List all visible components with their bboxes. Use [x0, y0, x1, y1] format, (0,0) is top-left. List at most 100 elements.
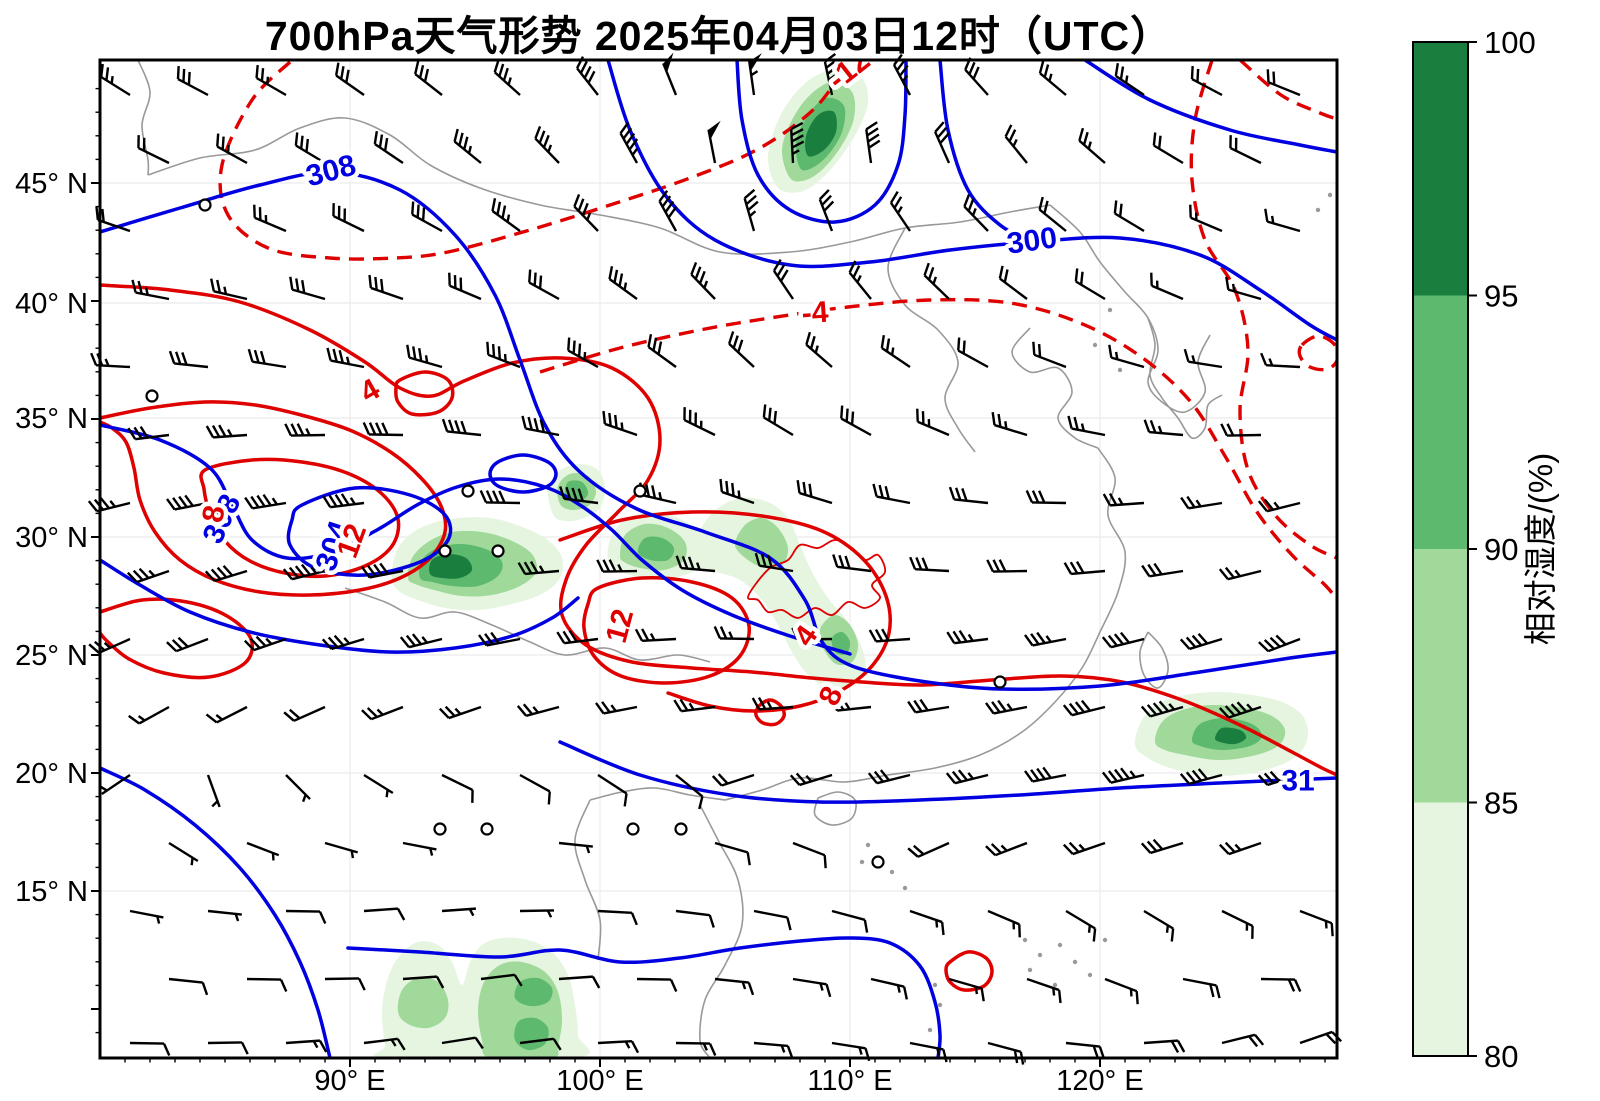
- wind-barb: [1101, 631, 1145, 649]
- coastline: [574, 799, 602, 961]
- wind-barb: [205, 424, 248, 439]
- humidity-patch: [514, 977, 553, 1007]
- temp-contour: [754, 698, 786, 727]
- wind-barb: [595, 701, 638, 715]
- colorbar-tick-label: 85: [1484, 786, 1518, 821]
- wind-barb: [907, 841, 950, 858]
- calm-station: [433, 822, 447, 836]
- wind-barb: [90, 352, 131, 369]
- wind-barb: [608, 266, 638, 300]
- wind-barb: [909, 909, 945, 936]
- colorbar-axis-label: 相对湿度/(%): [1522, 453, 1559, 646]
- wind-barb: [1026, 977, 1062, 1004]
- wind-barb: [363, 907, 406, 921]
- temp-contour-dashed: [1189, 60, 1337, 560]
- wind-barb: [247, 348, 287, 369]
- lat-tick-label: 30° N: [15, 522, 88, 554]
- region-boundary: [747, 539, 887, 619]
- wind-barb: [957, 337, 989, 369]
- wind-barb: [1257, 498, 1301, 513]
- wind-barb: [753, 909, 792, 931]
- wind-barb: [658, 190, 678, 232]
- wind-barb: [1190, 65, 1223, 97]
- wind-barb: [324, 841, 359, 859]
- calm-station: [633, 484, 647, 498]
- wind-barb: [1257, 770, 1301, 787]
- lat-tick-label: 25° N: [15, 640, 88, 672]
- wind-barb: [1189, 204, 1223, 233]
- wind-barb: [647, 334, 677, 368]
- temp-contour: [199, 457, 401, 579]
- wind-barb: [1143, 909, 1175, 942]
- wind-barb: [478, 631, 521, 647]
- wind-barb: [534, 125, 560, 164]
- wind-barb: [948, 977, 985, 1002]
- height-contour: [558, 740, 1337, 804]
- wind-barb: [1113, 200, 1145, 233]
- temp-contour: [100, 400, 448, 597]
- wind-barb: [868, 628, 911, 643]
- wind-barb: [1067, 415, 1106, 437]
- wind-barb: [880, 334, 911, 368]
- wind-barb: [690, 261, 716, 300]
- wind-barb: [1032, 341, 1067, 369]
- wind-barb: [790, 121, 805, 164]
- wind-barb: [486, 341, 521, 369]
- chart-title: 700hPa天气形势 2025年04月03日12时（UTC）: [264, 13, 1173, 59]
- wind-barb: [368, 274, 404, 301]
- wind-barb: [131, 279, 170, 301]
- wind-barb: [634, 628, 677, 642]
- island-dot: [1107, 307, 1113, 313]
- wind-barb: [516, 703, 560, 717]
- wind-barb: [166, 494, 209, 511]
- wind-barb: [363, 773, 394, 798]
- wind-barb: [1179, 633, 1223, 651]
- wind-barb: [772, 259, 794, 300]
- wind-barb: [991, 412, 1028, 437]
- contour-label: 300: [1005, 221, 1059, 261]
- colorbar-tick-label: 80: [1484, 1039, 1518, 1074]
- wind-barb: [493, 59, 521, 96]
- wind-barb: [1218, 566, 1262, 581]
- wind-barb: [126, 567, 170, 584]
- coastline: [813, 791, 857, 826]
- wind-barb: [168, 841, 199, 866]
- wind-barb: [205, 705, 248, 724]
- wind-barb: [521, 415, 560, 437]
- wind-barb: [285, 1039, 328, 1053]
- coastline: [724, 447, 1127, 801]
- coastline: [147, 117, 1051, 256]
- wind-barb: [675, 555, 716, 573]
- wind-barb: [519, 909, 555, 918]
- wind-barb: [137, 135, 170, 165]
- wind-barb: [602, 410, 638, 437]
- wind-barb: [1065, 1041, 1106, 1060]
- wind-barb: [322, 493, 365, 509]
- wind-barb: [1183, 348, 1223, 369]
- wind-barb: [282, 563, 326, 581]
- wind-barb: [987, 1041, 1025, 1065]
- wind-barb: [414, 61, 443, 96]
- wind-barb: [762, 404, 794, 437]
- wind-barb: [636, 977, 678, 992]
- island-dot: [932, 982, 938, 988]
- island-dot: [859, 859, 865, 865]
- island-dot: [1087, 972, 1093, 978]
- wind-barb: [791, 627, 833, 641]
- height-contour: [100, 558, 580, 654]
- temp-contour-dashed: [1297, 334, 1337, 372]
- wind-barb: [575, 56, 599, 96]
- calm-station: [871, 855, 885, 869]
- wind-barb: [326, 347, 365, 369]
- wind-barb: [1024, 631, 1067, 647]
- lat-tick-label: 20° N: [15, 758, 88, 790]
- wind-barb: [713, 626, 755, 641]
- height-contour: [488, 453, 558, 494]
- wind-barb: [1140, 700, 1184, 718]
- height-contour: [100, 423, 852, 656]
- wind-barb: [441, 773, 474, 803]
- wind-barb: [361, 705, 404, 721]
- wind-barb: [99, 774, 131, 796]
- wind-barb: [567, 337, 599, 369]
- wind-barb: [714, 977, 755, 996]
